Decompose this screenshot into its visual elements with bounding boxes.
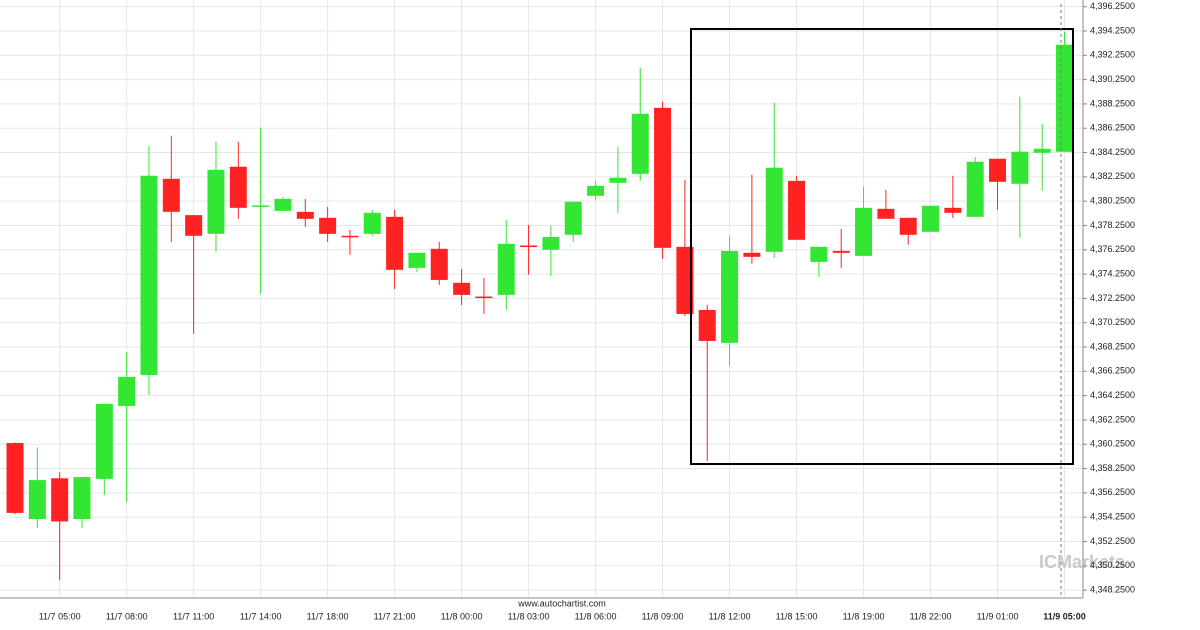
- candle-body: [944, 207, 962, 213]
- y-tick-label: 4,372.2500: [1090, 293, 1135, 303]
- candle-body: [587, 185, 605, 196]
- y-tick-label: 4,386.2500: [1090, 123, 1135, 133]
- candle-body: [252, 205, 270, 207]
- x-tick-label: 11/8 15:00: [776, 611, 818, 621]
- candle-body: [564, 201, 582, 235]
- x-tick-label: 11/8 12:00: [709, 611, 751, 621]
- candle-body: [989, 158, 1007, 182]
- x-tick-label: 11/7 21:00: [374, 611, 416, 621]
- candle-body: [497, 243, 515, 295]
- x-tick-label: 11/7 18:00: [307, 611, 349, 621]
- candle-body: [520, 245, 538, 248]
- x-tick-label: 11/8 09:00: [642, 611, 684, 621]
- x-tick-label: 11/8 06:00: [575, 611, 617, 621]
- candle-body: [6, 443, 24, 513]
- candle-body: [654, 107, 672, 248]
- candle-body: [28, 480, 46, 519]
- candle-body: [1011, 151, 1029, 184]
- candle-body: [1033, 148, 1051, 153]
- candle-body: [475, 296, 493, 299]
- candle-body: [676, 246, 694, 314]
- x-tick-label: 11/7 08:00: [106, 611, 148, 621]
- candle-body: [698, 309, 716, 341]
- y-tick-label: 4,370.2500: [1090, 317, 1135, 327]
- x-tick-label: 11/7 14:00: [240, 611, 282, 621]
- candle-body: [296, 211, 314, 219]
- y-tick-label: 4,366.2500: [1090, 366, 1135, 376]
- candle-body: [855, 207, 873, 256]
- candle-body: [609, 177, 627, 183]
- candle-body: [185, 215, 203, 236]
- candle-body: [788, 180, 806, 240]
- candle-body: [922, 205, 940, 232]
- y-tick-label: 4,362.2500: [1090, 414, 1135, 424]
- y-tick-label: 4,358.2500: [1090, 463, 1135, 473]
- candle-body: [453, 282, 471, 295]
- candle-body: [877, 208, 895, 219]
- y-tick-label: 4,376.2500: [1090, 244, 1135, 254]
- candle-body: [1056, 44, 1074, 152]
- source-label: www.autochartist.com: [517, 598, 606, 608]
- candle-body: [743, 252, 761, 257]
- candle-body: [51, 478, 69, 522]
- candle-body: [899, 217, 917, 235]
- y-tick-label: 4,352.2500: [1090, 536, 1135, 546]
- x-tick-label: 11/8 00:00: [441, 611, 483, 621]
- candle-body: [363, 212, 381, 234]
- candle-body: [140, 175, 158, 375]
- candle-body: [832, 250, 850, 253]
- pattern-box: [690, 28, 1074, 465]
- y-tick-label: 4,396.2500: [1090, 1, 1135, 11]
- candle-body: [118, 376, 136, 406]
- y-tick-label: 4,394.2500: [1090, 25, 1135, 35]
- x-tick-label: 11/9 05:00: [1043, 611, 1086, 621]
- candle-body: [95, 403, 113, 479]
- candle-body: [810, 246, 828, 262]
- y-tick-label: 4,378.2500: [1090, 220, 1135, 230]
- x-tick-label: 11/8 19:00: [843, 611, 885, 621]
- candle-body: [229, 166, 247, 208]
- candle-body: [162, 178, 180, 212]
- y-tick-label: 4,350.2500: [1090, 560, 1135, 570]
- y-tick-label: 4,348.2500: [1090, 584, 1135, 594]
- candle-body: [319, 217, 337, 234]
- candle-body: [408, 252, 426, 268]
- y-tick-label: 4,390.2500: [1090, 74, 1135, 84]
- x-tick-label: 11/9 01:00: [977, 611, 1019, 621]
- y-tick-label: 4,392.2500: [1090, 50, 1135, 60]
- y-tick-label: 4,388.2500: [1090, 98, 1135, 108]
- logo: ICMarkets: [1039, 552, 1125, 572]
- x-tick-label: 11/7 05:00: [39, 611, 81, 621]
- candles: [6, 31, 1074, 581]
- candle-body: [542, 237, 560, 250]
- y-tick-label: 4,356.2500: [1090, 487, 1135, 497]
- candle-body: [721, 250, 739, 343]
- y-tick-label: 4,384.2500: [1090, 147, 1135, 157]
- x-tick-label: 11/8 22:00: [910, 611, 952, 621]
- x-tick-label: 11/8 03:00: [508, 611, 550, 621]
- candle-body: [386, 216, 404, 270]
- y-tick-label: 4,364.2500: [1090, 390, 1135, 400]
- candle-body: [966, 161, 984, 217]
- candle-body: [631, 113, 649, 174]
- candle-body: [274, 198, 292, 211]
- y-tick-label: 4,382.2500: [1090, 171, 1135, 181]
- x-tick-label: 11/7 11:00: [173, 611, 214, 621]
- candle-body: [430, 248, 448, 280]
- y-tick-label: 4,360.2500: [1090, 439, 1135, 449]
- y-tick-label: 4,354.2500: [1090, 512, 1135, 522]
- candle-body: [765, 167, 783, 252]
- y-tick-label: 4,380.2500: [1090, 196, 1135, 206]
- candle-body: [73, 477, 91, 519]
- grid: [0, 0, 1083, 598]
- y-tick-label: 4,368.2500: [1090, 341, 1135, 351]
- candle-body: [207, 169, 225, 234]
- candle-body: [341, 235, 359, 238]
- y-tick-label: 4,374.2500: [1090, 268, 1135, 278]
